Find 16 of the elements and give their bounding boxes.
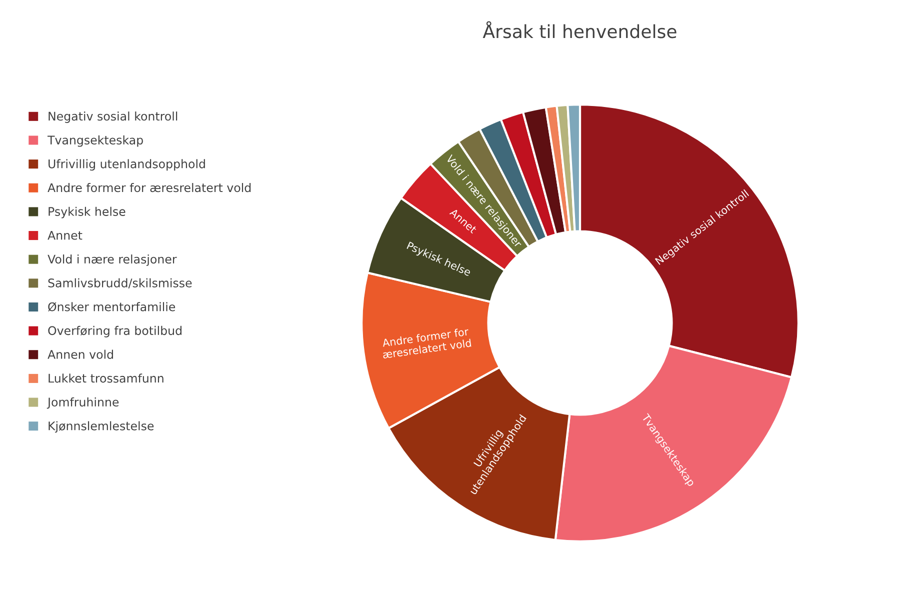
slice-label: Andre former for æresrelatert vold bbox=[382, 327, 472, 359]
legend-label: Samlivsbrudd/skilsmisse bbox=[48, 278, 192, 288]
legend-label: Jomfruhinne bbox=[46, 397, 119, 409]
legend-label: Psykisk helse bbox=[48, 206, 126, 218]
legend-label: Andre former for æresrelatert vold bbox=[48, 183, 251, 192]
chart-title: Årsak til henvendelse bbox=[482, 21, 676, 38]
legend-label: Annen vold bbox=[48, 350, 113, 359]
legend-label: Kjønnslemlestelse bbox=[48, 421, 154, 433]
legend-label: Ufrivillig utenlandsopphold bbox=[48, 159, 205, 171]
legend-label: Vold i nære relasjoner bbox=[48, 254, 177, 266]
legend-label: Tvangsekteskap bbox=[48, 135, 143, 147]
legend-label: Negativ sosial kontroll bbox=[48, 112, 178, 123]
legend-label: Lukket trossamfunn bbox=[48, 374, 164, 383]
legend-label: Annet bbox=[48, 231, 82, 240]
legend-label: Overføring fra botilbud bbox=[48, 326, 182, 338]
legend-label: Ønsker mentorfamilie bbox=[48, 302, 176, 312]
